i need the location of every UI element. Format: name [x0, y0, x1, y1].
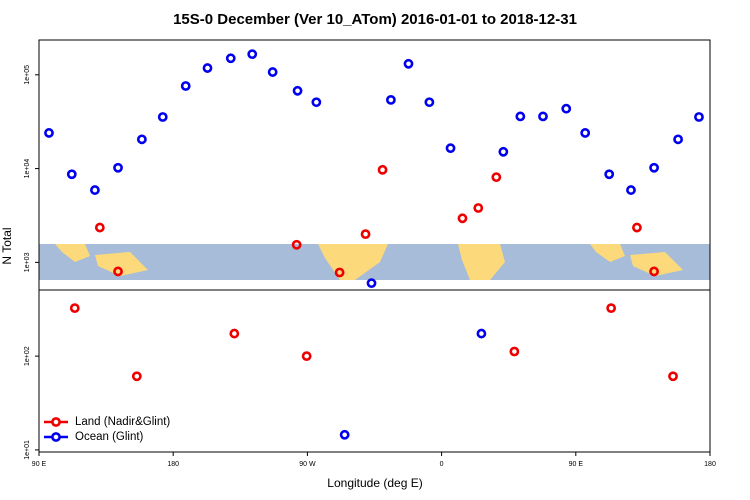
point — [229, 328, 240, 339]
point — [202, 63, 213, 73]
point — [267, 67, 278, 77]
point — [90, 185, 100, 195]
point — [538, 111, 548, 122]
point — [457, 213, 468, 224]
map-band — [39, 244, 710, 280]
point — [69, 303, 80, 314]
point — [445, 143, 456, 154]
point — [311, 97, 322, 108]
point — [668, 371, 678, 382]
x-tick-label: 180 — [704, 461, 716, 468]
point — [476, 328, 487, 339]
point — [694, 112, 704, 122]
x-tick-label: 90 E — [32, 461, 47, 468]
point — [515, 111, 526, 122]
y-tick-label: 1e+04 — [24, 159, 31, 179]
point — [292, 85, 303, 96]
point — [225, 53, 236, 64]
point — [113, 162, 123, 173]
x-axis-label: Longitude (deg E) — [327, 476, 422, 490]
point — [649, 162, 659, 173]
point — [66, 169, 77, 180]
x-tick-label: 90 E — [569, 461, 584, 468]
y-tick-label: 1e+05 — [24, 65, 31, 85]
point — [94, 222, 105, 233]
point — [606, 303, 617, 314]
point — [180, 81, 191, 91]
x-tick-label: 90 W — [299, 461, 316, 468]
point — [291, 239, 302, 250]
point — [403, 58, 414, 69]
y-tick-label: 1e+03 — [24, 252, 31, 272]
point — [131, 371, 142, 382]
point — [157, 112, 168, 122]
legend-marker — [51, 432, 61, 442]
point — [509, 346, 520, 357]
point — [44, 128, 54, 138]
point — [247, 49, 258, 60]
x-tick-label: 0 — [440, 461, 444, 468]
point — [386, 94, 396, 105]
point — [424, 97, 435, 108]
point — [632, 222, 642, 233]
y-axis-label: N Total — [0, 227, 14, 264]
x-tick-label: 180 — [167, 461, 179, 468]
point — [649, 266, 659, 277]
point — [604, 169, 615, 180]
y-tick-label: 1e+01 — [24, 440, 31, 460]
point — [491, 172, 502, 183]
plot-frame — [38, 39, 711, 453]
point — [339, 429, 350, 440]
point — [366, 278, 377, 289]
legend-marker — [51, 417, 61, 427]
point — [113, 266, 123, 277]
point — [334, 267, 345, 278]
chart-title: 15S-0 December (Ver 10_ATom) 2016-01-01 … — [173, 11, 577, 28]
point — [561, 103, 572, 114]
point — [136, 134, 147, 145]
point — [301, 351, 312, 362]
point — [473, 203, 484, 213]
point — [360, 229, 371, 240]
legend-label: Land (Nadir&Glint) — [75, 416, 170, 428]
point — [498, 146, 509, 157]
y-tick-label: 1e+02 — [24, 346, 31, 366]
point — [626, 185, 636, 195]
point — [580, 128, 591, 138]
legend-label: Ocean (Glint) — [75, 431, 144, 443]
point — [377, 164, 388, 175]
point — [673, 134, 683, 145]
